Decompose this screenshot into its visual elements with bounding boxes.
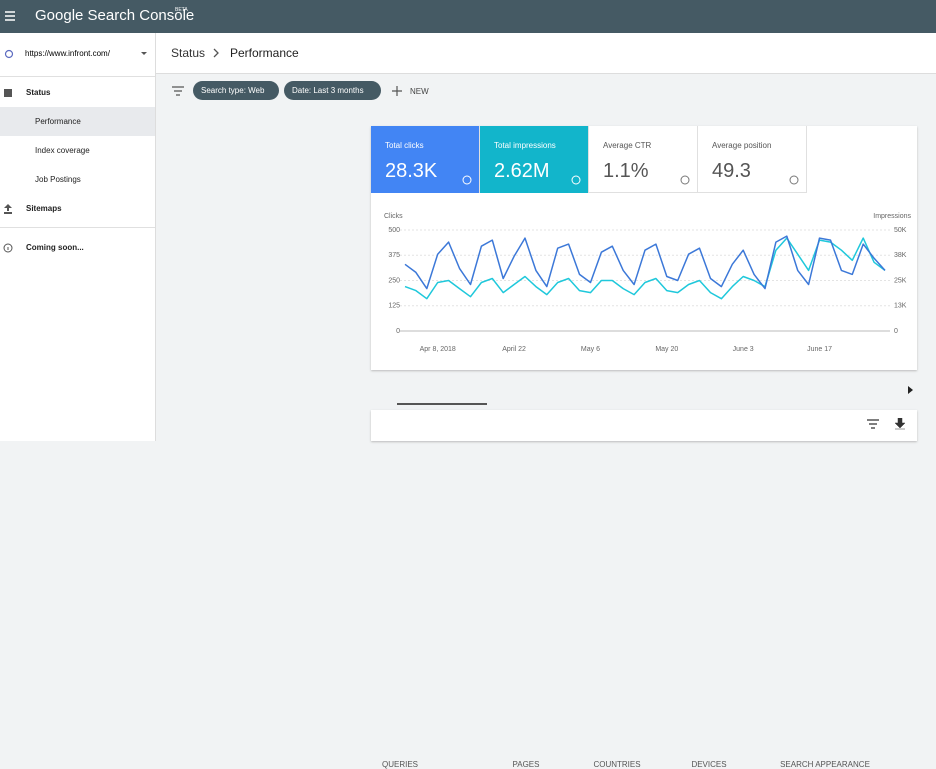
top-bar: Google Search Console BETA [0, 0, 936, 33]
breadcrumb-item[interactable]: Status [171, 46, 206, 60]
y-axis-title: Clicks [384, 213, 403, 220]
filter-chip[interactable]: Search type: Web [193, 81, 279, 100]
metric-label: Total clicks [385, 141, 424, 150]
property-selector[interactable]: https://www.infront.com/ [25, 49, 110, 58]
nav-status[interactable]: Status [0, 78, 155, 107]
filter-chip[interactable]: Date: Last 3 months [284, 81, 381, 100]
metric-value: 28.3K [385, 160, 438, 182]
filter-icon[interactable] [172, 86, 184, 96]
nav-label: Sitemaps [26, 204, 62, 213]
help-icons [462, 175, 799, 185]
nav-job-postings[interactable]: Job Postings [35, 175, 81, 184]
metric-label: Average position [712, 141, 772, 150]
tab[interactable]: SEARCH APPEARANCE [780, 760, 870, 769]
tab-scroll[interactable] [908, 386, 914, 394]
series-line [404, 237, 886, 300]
y2-tick-label: 25K [894, 277, 907, 284]
metric-card[interactable]: Average position 49.3 [698, 126, 807, 193]
x-tick-label: June 3 [733, 346, 754, 353]
nav-coming-soon: Coming soon... [0, 233, 155, 262]
dropdown-icon[interactable] [140, 51, 148, 57]
add-icon[interactable] [392, 86, 402, 96]
y-tick-label: 0 [396, 328, 400, 335]
nav-label: Coming soon... [26, 243, 84, 252]
y2-tick-label: 13K [894, 303, 907, 310]
y2-tick-label: 38K [894, 252, 907, 259]
y-tick-label: 500 [388, 227, 400, 234]
metric-card[interactable]: Total clicks 28.3K [371, 126, 480, 193]
x-tick-label: April 22 [502, 346, 526, 353]
tab[interactable]: QUERIES [381, 760, 418, 769]
property-icon [4, 49, 14, 59]
y2-tick-label: 0 [894, 328, 898, 335]
breadcrumb-current: Performance [230, 46, 299, 60]
metric-value: 1.1% [603, 160, 649, 182]
y-tick-label: 250 [388, 277, 400, 284]
chip-label: Search type: Web [201, 86, 265, 95]
metric-label: Average CTR [603, 141, 652, 150]
tab-bar: QUERIES PAGES COUNTRIES DEVICES SEARCH A… [371, 375, 917, 769]
nav-index-coverage[interactable]: Index coverage [35, 146, 90, 155]
series-line [404, 235, 886, 290]
chart: Clicks Impressions 0 125 250 375 500 0 13K 25K 3… [384, 213, 912, 353]
y-tick-label: 125 [388, 303, 400, 310]
x-tick-label: May 6 [581, 346, 600, 353]
nav-sitemaps[interactable]: Sitemaps [0, 194, 155, 223]
chip-label: Date: Last 3 months [292, 86, 364, 95]
breadcrumb-separator [213, 48, 219, 58]
metric-value: 2.62M [494, 160, 550, 182]
metric-card[interactable]: Total impressions 2.62M [480, 126, 589, 193]
x-tick-label: Apr 8, 2018 [420, 346, 456, 353]
sidebar: https://www.infront.com/ Status Performa… [0, 33, 156, 441]
table-filter[interactable] [867, 419, 879, 429]
metric-card[interactable]: Average CTR 1.1% [589, 126, 698, 193]
y2-tick-label: 50K [894, 227, 907, 234]
tab[interactable]: DEVICES [691, 760, 727, 769]
x-tick-label: May 20 [655, 346, 678, 353]
app-title: Google Search Console [35, 7, 195, 24]
metric-value: 49.3 [712, 160, 751, 182]
new-button[interactable]: NEW [410, 87, 429, 96]
y2-axis-title: Impressions [873, 213, 911, 220]
nav-label: Status [26, 88, 51, 97]
download[interactable] [895, 418, 905, 430]
table-card [371, 410, 917, 441]
beta-badge: BETA [175, 7, 188, 13]
metric-label: Total impressions [494, 141, 556, 150]
x-tick-label: June 17 [807, 346, 832, 353]
nav-performance[interactable]: Performance [0, 107, 155, 136]
menu-icon[interactable] [4, 10, 16, 22]
breadcrumb-bar: Status Performance [156, 33, 936, 74]
y-tick-label: 375 [388, 252, 400, 259]
